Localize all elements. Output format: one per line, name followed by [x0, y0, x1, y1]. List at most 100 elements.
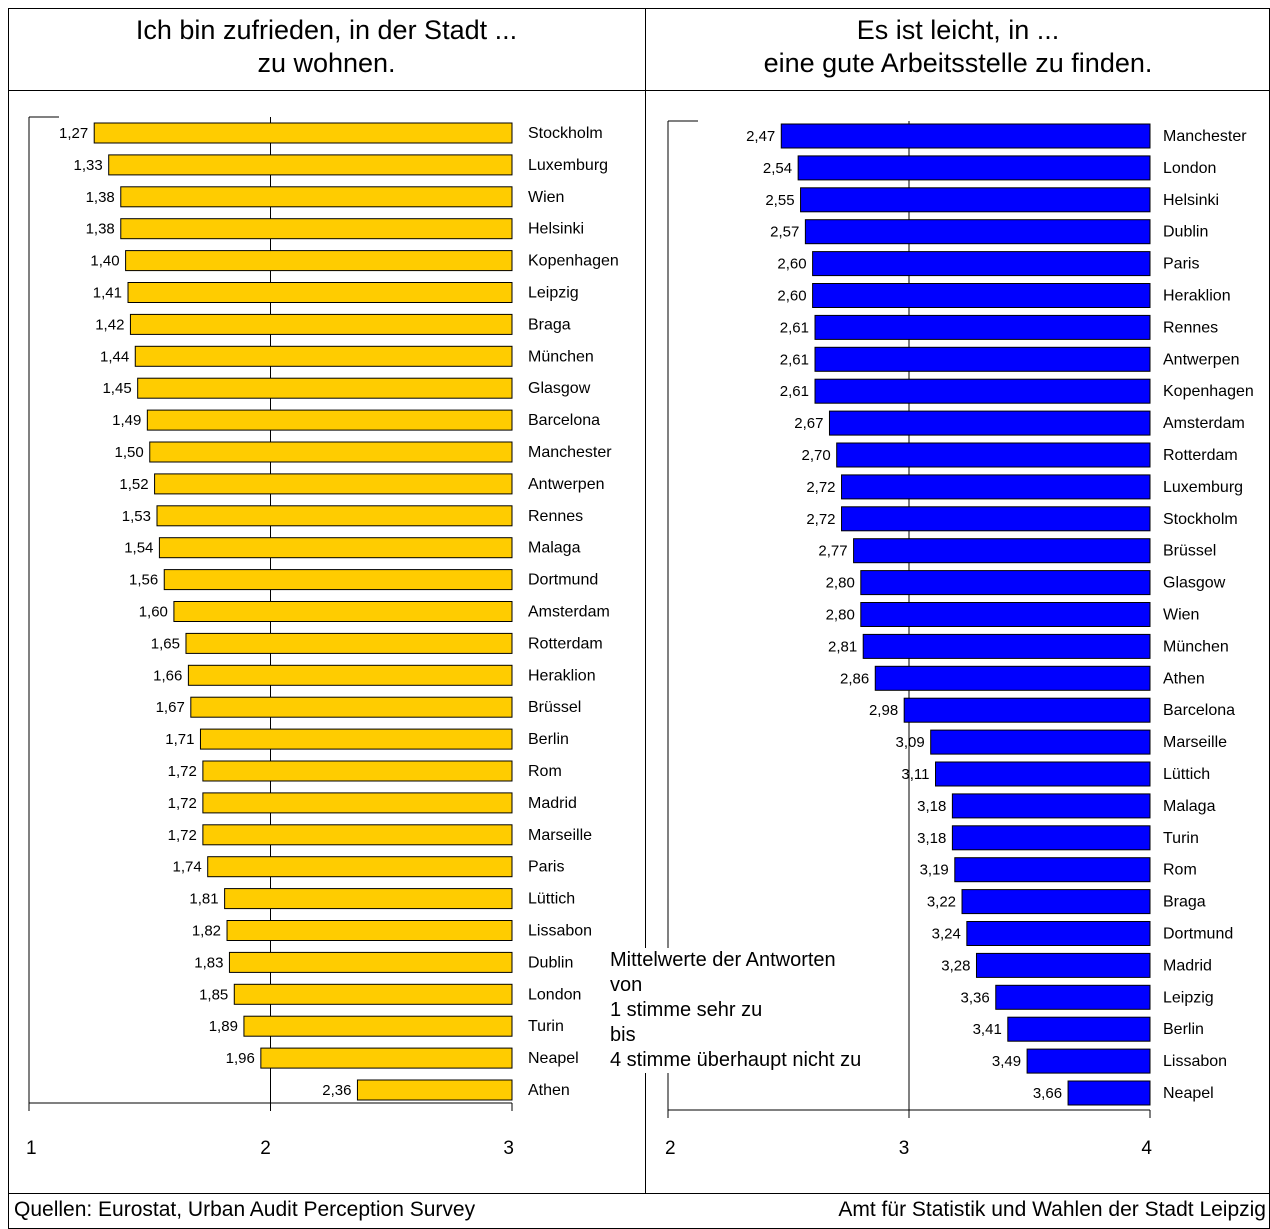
left-value-label: 1,53	[122, 508, 151, 525]
right-bar	[841, 474, 1151, 500]
left-bar	[163, 569, 513, 591]
left-category-label: Brüssel	[528, 699, 581, 716]
right-category-label: Brüssel	[1163, 543, 1216, 560]
note-line3: 1 stimme sehr zu	[610, 999, 763, 1021]
left-bar	[356, 1079, 513, 1101]
left-bar	[190, 696, 513, 718]
left-category-label: Athen	[528, 1082, 570, 1099]
right-value-label: 2,60	[777, 256, 806, 273]
left-category-label: Luxemburg	[528, 157, 608, 174]
left-category-label: Turin	[528, 1018, 564, 1035]
right-category-label: London	[1163, 160, 1216, 177]
panel-divider	[645, 8, 646, 1193]
right-bar	[800, 187, 1151, 213]
right-category-label: Berlin	[1163, 1021, 1204, 1038]
right-bar	[812, 251, 1151, 277]
right-x-tick-label: 3	[899, 1138, 910, 1159]
left-value-label: 1,65	[151, 635, 180, 652]
left-value-label: 1,82	[192, 923, 221, 940]
left-x-tick-label: 2	[260, 1138, 271, 1159]
right-value-label: 3,22	[927, 894, 956, 911]
right-value-label: 3,24	[932, 926, 961, 943]
right-bar	[930, 729, 1151, 755]
left-value-label: 1,42	[95, 316, 124, 333]
note-line1: Mittelwerte der Antworten	[610, 949, 836, 971]
right-bar	[828, 410, 1151, 436]
left-category-label: München	[528, 348, 594, 365]
left-category-label: Wien	[528, 189, 564, 206]
left-panel-title: Ich bin zufrieden, in der Stadt ... zu w…	[8, 14, 645, 80]
right-bar	[874, 665, 1151, 691]
right-value-label: 2,80	[826, 607, 855, 624]
right-value-label: 3,18	[917, 830, 946, 847]
right-bar	[853, 538, 1151, 564]
right-value-label: 2,72	[806, 511, 835, 528]
right-category-label: Glasgow	[1163, 575, 1226, 592]
left-bar	[202, 792, 513, 814]
right-category-label: Rom	[1163, 862, 1197, 879]
right-bar	[951, 793, 1151, 819]
right-bar	[780, 123, 1151, 149]
right-value-label: 2,54	[763, 160, 792, 177]
left-category-label: Heraklion	[528, 667, 596, 684]
note-line2: von	[610, 974, 643, 996]
left-bar	[202, 760, 513, 782]
left-bar	[185, 632, 513, 654]
left-bar	[125, 250, 513, 272]
right-value-label: 2,67	[794, 415, 823, 432]
footer-publisher: Amt für Statistik und Wahlen der Stadt L…	[838, 1198, 1266, 1221]
right-value-label: 2,70	[801, 447, 830, 464]
right-bar	[862, 633, 1151, 659]
left-value-label: 1,56	[129, 572, 158, 589]
left-category-label: Rennes	[528, 508, 583, 525]
left-value-label: 1,83	[194, 954, 223, 971]
left-value-label: 1,41	[93, 285, 122, 302]
left-category-label: Lüttich	[528, 891, 575, 908]
right-bar	[812, 283, 1151, 308]
left-value-label: 1,89	[209, 1018, 238, 1035]
left-category-label: Marseille	[528, 827, 592, 844]
left-category-label: Dortmund	[528, 572, 598, 589]
left-category-label: Amsterdam	[528, 604, 610, 621]
left-value-label: 1,45	[102, 380, 131, 397]
left-bar	[207, 856, 513, 878]
right-bar	[814, 346, 1151, 372]
right-value-label: 2,77	[818, 543, 847, 560]
right-bar	[804, 219, 1151, 245]
right-category-label: Marseille	[1163, 734, 1227, 751]
left-category-label: Barcelona	[528, 412, 600, 429]
right-category-label: Wien	[1163, 607, 1199, 624]
right-title-line1: Es ist leicht, in ...	[856, 15, 1060, 45]
right-value-label: 2,98	[869, 702, 898, 719]
right-x-tick-label: 4	[1141, 1138, 1152, 1159]
left-bar	[146, 409, 513, 431]
left-value-label: 1,81	[189, 891, 218, 908]
left-bar	[120, 218, 513, 240]
right-category-label: Manchester	[1163, 128, 1247, 145]
right-bar	[797, 155, 1151, 181]
right-bar	[951, 825, 1151, 851]
left-category-label: Lissabon	[528, 923, 592, 940]
left-value-label: 1,71	[165, 731, 194, 748]
left-value-label: 1,96	[226, 1050, 255, 1067]
left-bar	[129, 313, 513, 335]
right-value-label: 3,41	[973, 1021, 1002, 1038]
left-category-label: London	[528, 986, 581, 1003]
left-value-label: 1,50	[115, 444, 144, 461]
left-category-label: Paris	[528, 859, 564, 876]
right-value-label: 3,66	[1033, 1085, 1062, 1102]
left-bar	[134, 345, 513, 367]
left-value-label: 1,38	[86, 221, 115, 238]
left-value-label: 1,72	[168, 795, 197, 812]
left-category-label: Madrid	[528, 795, 577, 812]
left-category-label: Antwerpen	[528, 476, 605, 493]
left-title-line1: Ich bin zufrieden, in der Stadt ...	[135, 15, 518, 45]
right-value-label: 3,09	[895, 734, 924, 751]
right-category-label: Kopenhagen	[1163, 383, 1254, 400]
left-x-tick-label: 3	[503, 1138, 514, 1159]
note-line4: bis	[610, 1024, 636, 1046]
right-value-label: 2,80	[826, 575, 855, 592]
left-category-label: Manchester	[528, 444, 612, 461]
right-value-label: 2,86	[840, 670, 869, 687]
left-category-label: Glasgow	[528, 380, 591, 397]
